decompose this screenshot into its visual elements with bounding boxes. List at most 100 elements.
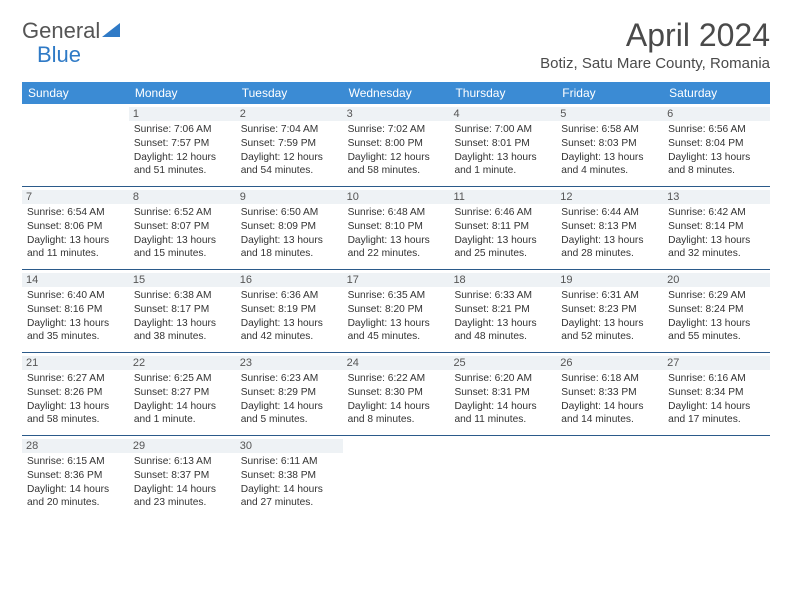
sunrise-text: Sunrise: 6:35 AM bbox=[348, 289, 445, 303]
daylight-text: Daylight: 13 hours and 32 minutes. bbox=[668, 234, 765, 262]
sunset-text: Sunset: 8:38 PM bbox=[241, 469, 338, 483]
sunset-text: Sunset: 8:00 PM bbox=[348, 137, 445, 151]
day-info: Sunrise: 6:25 AMSunset: 8:27 PMDaylight:… bbox=[134, 372, 231, 427]
day-cell: 29Sunrise: 6:13 AMSunset: 8:37 PMDayligh… bbox=[129, 436, 236, 518]
sunrise-text: Sunrise: 6:33 AM bbox=[454, 289, 551, 303]
daylight-text: Daylight: 14 hours and 8 minutes. bbox=[348, 400, 445, 428]
daylight-text: Daylight: 13 hours and 22 minutes. bbox=[348, 234, 445, 262]
day-number: 16 bbox=[236, 273, 343, 287]
day-number: 23 bbox=[236, 356, 343, 370]
day-cell bbox=[449, 436, 556, 518]
sunset-text: Sunset: 8:03 PM bbox=[561, 137, 658, 151]
sunrise-text: Sunrise: 6:25 AM bbox=[134, 372, 231, 386]
day-info: Sunrise: 6:52 AMSunset: 8:07 PMDaylight:… bbox=[134, 206, 231, 261]
day-header: Monday bbox=[129, 82, 236, 104]
day-cell: 15 Sunrise: 6:38 AMSunset: 8:17 PMDayligh… bbox=[129, 270, 236, 352]
day-number: 18 bbox=[449, 273, 556, 287]
logo-text-b: Blue bbox=[37, 42, 81, 67]
day-number: 30 bbox=[236, 439, 343, 453]
sunrise-text: Sunrise: 6:46 AM bbox=[454, 206, 551, 220]
day-number: 6 bbox=[663, 107, 770, 121]
daylight-text: Daylight: 14 hours and 23 minutes. bbox=[134, 483, 231, 511]
sunrise-text: Sunrise: 6:18 AM bbox=[561, 372, 658, 386]
day-header: Tuesday bbox=[236, 82, 343, 104]
sunset-text: Sunset: 8:29 PM bbox=[241, 386, 338, 400]
day-cell: 19Sunrise: 6:31 AMSunset: 8:23 PMDayligh… bbox=[556, 270, 663, 352]
sunset-text: Sunset: 8:01 PM bbox=[454, 137, 551, 151]
sunset-text: Sunset: 8:16 PM bbox=[27, 303, 124, 317]
weeks-container: 1 Sunrise: 7:06 AMSunset: 7:57 PMDaylight… bbox=[22, 104, 770, 518]
day-cell: 18Sunrise: 6:33 AMSunset: 8:21 PMDayligh… bbox=[449, 270, 556, 352]
sunset-text: Sunset: 8:30 PM bbox=[348, 386, 445, 400]
day-cell: 12Sunrise: 6:44 AMSunset: 8:13 PMDayligh… bbox=[556, 187, 663, 269]
sunrise-text: Sunrise: 6:52 AM bbox=[134, 206, 231, 220]
day-number: 24 bbox=[343, 356, 450, 370]
triangle-icon bbox=[102, 21, 122, 42]
day-number: 17 bbox=[343, 273, 450, 287]
day-number: 20 bbox=[663, 273, 770, 287]
sunset-text: Sunset: 8:11 PM bbox=[454, 220, 551, 234]
logo-line2: Blue bbox=[37, 42, 81, 68]
day-number: 9 bbox=[236, 190, 343, 204]
sunrise-text: Sunrise: 6:38 AM bbox=[134, 289, 231, 303]
sunset-text: Sunset: 8:31 PM bbox=[454, 386, 551, 400]
day-info: Sunrise: 6:50 AMSunset: 8:09 PMDaylight:… bbox=[241, 206, 338, 261]
daylight-text: Daylight: 13 hours and 4 minutes. bbox=[561, 151, 658, 179]
sunset-text: Sunset: 8:19 PM bbox=[241, 303, 338, 317]
day-cell: 11 Sunrise: 6:46 AMSunset: 8:11 PMDayligh… bbox=[449, 187, 556, 269]
day-cell: 28Sunrise: 6:15 AMSunset: 8:36 PMDayligh… bbox=[22, 436, 129, 518]
week-row: 7Sunrise: 6:54 AMSunset: 8:06 PMDaylight… bbox=[22, 187, 770, 270]
sunrise-text: Sunrise: 6:23 AM bbox=[241, 372, 338, 386]
daylight-text: Daylight: 12 hours and 51 minutes. bbox=[134, 151, 231, 179]
sunrise-text: Sunrise: 6:27 AM bbox=[27, 372, 124, 386]
sunrise-text: Sunrise: 6:20 AM bbox=[454, 372, 551, 386]
day-cell: 14Sunrise: 6:40 AMSunset: 8:16 PMDayligh… bbox=[22, 270, 129, 352]
day-info: Sunrise: 6:58 AMSunset: 8:03 PMDaylight:… bbox=[561, 123, 658, 178]
sunrise-text: Sunrise: 6:44 AM bbox=[561, 206, 658, 220]
sunset-text: Sunset: 7:59 PM bbox=[241, 137, 338, 151]
day-number: 13 bbox=[663, 190, 770, 204]
day-number: 1 bbox=[129, 107, 236, 121]
daylight-text: Daylight: 14 hours and 20 minutes. bbox=[27, 483, 124, 511]
day-number: 15 bbox=[129, 273, 236, 287]
day-number: 22 bbox=[129, 356, 236, 370]
daylight-text: Daylight: 13 hours and 52 minutes. bbox=[561, 317, 658, 345]
day-cell: 4Sunrise: 7:00 AMSunset: 8:01 PMDaylight… bbox=[449, 104, 556, 186]
header: General April 2024 Botiz, Satu Mare Coun… bbox=[22, 18, 770, 72]
sunset-text: Sunset: 8:13 PM bbox=[561, 220, 658, 234]
day-number: 27 bbox=[663, 356, 770, 370]
logo: General bbox=[22, 18, 124, 44]
day-info: Sunrise: 6:54 AMSunset: 8:06 PMDaylight:… bbox=[27, 206, 124, 261]
day-cell: 13 Sunrise: 6:42 AMSunset: 8:14 PMDayligh… bbox=[663, 187, 770, 269]
day-info: Sunrise: 6:38 AMSunset: 8:17 PMDaylight:… bbox=[134, 289, 231, 344]
day-cell: 5Sunrise: 6:58 AMSunset: 8:03 PMDaylight… bbox=[556, 104, 663, 186]
day-info: Sunrise: 6:44 AMSunset: 8:13 PMDaylight:… bbox=[561, 206, 658, 261]
sunrise-text: Sunrise: 6:48 AM bbox=[348, 206, 445, 220]
day-info: Sunrise: 7:06 AMSunset: 7:57 PMDaylight:… bbox=[134, 123, 231, 178]
sunrise-text: Sunrise: 6:16 AM bbox=[668, 372, 765, 386]
day-info: Sunrise: 6:20 AMSunset: 8:31 PMDaylight:… bbox=[454, 372, 551, 427]
location: Botiz, Satu Mare County, Romania bbox=[540, 55, 770, 72]
logo-text-a: General bbox=[22, 18, 100, 44]
day-cell: 2Sunrise: 7:04 AMSunset: 7:59 PMDaylight… bbox=[236, 104, 343, 186]
day-header: Sunday bbox=[22, 82, 129, 104]
daylight-text: Daylight: 12 hours and 54 minutes. bbox=[241, 151, 338, 179]
sunrise-text: Sunrise: 7:00 AM bbox=[454, 123, 551, 137]
day-info: Sunrise: 6:42 AMSunset: 8:14 PMDaylight:… bbox=[668, 206, 765, 261]
day-info: Sunrise: 6:56 AMSunset: 8:04 PMDaylight:… bbox=[668, 123, 765, 178]
day-header: Friday bbox=[556, 82, 663, 104]
daylight-text: Daylight: 13 hours and 55 minutes. bbox=[668, 317, 765, 345]
day-cell: 23 Sunrise: 6:23 AMSunset: 8:29 PMDayligh… bbox=[236, 353, 343, 435]
day-cell: 8Sunrise: 6:52 AMSunset: 8:07 PMDaylight… bbox=[129, 187, 236, 269]
sunrise-text: Sunrise: 6:31 AM bbox=[561, 289, 658, 303]
sunrise-text: Sunrise: 7:04 AM bbox=[241, 123, 338, 137]
daylight-text: Daylight: 13 hours and 48 minutes. bbox=[454, 317, 551, 345]
day-number: 28 bbox=[22, 439, 129, 453]
sunrise-text: Sunrise: 6:29 AM bbox=[668, 289, 765, 303]
day-number: 11 bbox=[449, 190, 556, 204]
daylight-text: Daylight: 14 hours and 1 minute. bbox=[134, 400, 231, 428]
daylight-text: Daylight: 14 hours and 5 minutes. bbox=[241, 400, 338, 428]
sunrise-text: Sunrise: 6:22 AM bbox=[348, 372, 445, 386]
daylight-text: Daylight: 13 hours and 25 minutes. bbox=[454, 234, 551, 262]
day-header: Thursday bbox=[449, 82, 556, 104]
